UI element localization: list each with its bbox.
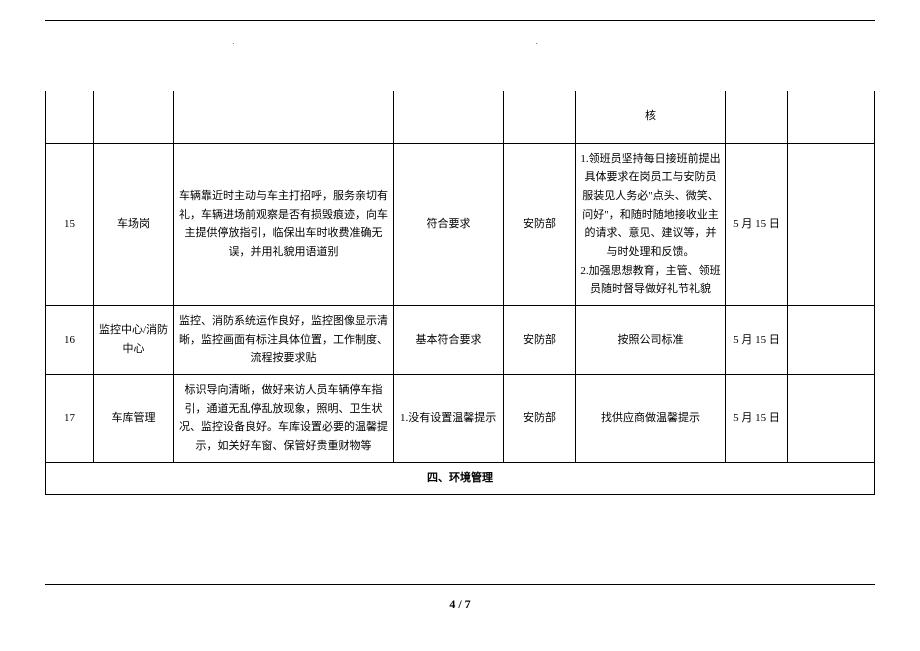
cell-last [788,375,875,463]
cell-date: 5 月 15 日 [726,143,788,306]
header-dots: . . [0,38,920,46]
table-row: 17 车库管理 标识导向清晰，做好来访人员车辆停车指引，通道无乱停乱放现象，照明… [46,375,875,463]
main-table: 核 15 车场岗 车辆靠近时主动与车主打招呼，服务亲切有礼，车辆进场前观察是否有… [45,91,875,495]
frag-cell-3 [174,91,394,143]
page-container: . . 核 15 车场岗 [0,0,920,495]
cell-measure: 找供应商做温馨提示 [576,375,726,463]
cell-last [788,306,875,375]
cell-status: 符合要求 [394,143,504,306]
frag-cell-7 [726,91,788,143]
table-row: 16 监控中心/消防中心 监控、消防系统运作良好，监控图像显示清晰，监控画面有标… [46,306,875,375]
cell-dept: 安防部 [504,375,576,463]
frag-cell-4 [394,91,504,143]
frag-cell-8 [788,91,875,143]
cell-desc: 监控、消防系统运作良好，监控图像显示清晰，监控画面有标注具体位置，工作制度、流程… [174,306,394,375]
footer-rule [45,584,875,585]
table-fragment-row: 核 [46,91,875,143]
cell-measure: 1.领班员坚持每日接班前提出具体要求在岗员工与安防员服装见人务必"点头、微笑、问… [576,143,726,306]
cell-last [788,143,875,306]
cell-item: 车场岗 [94,143,174,306]
section-header-row: 四、环境管理 [46,462,875,494]
frag-cell-2 [94,91,174,143]
cell-status: 1.没有设置温馨提示 [394,375,504,463]
cell-measure: 按照公司标准 [576,306,726,375]
frag-cell-5 [504,91,576,143]
section-header-cell: 四、环境管理 [46,462,875,494]
cell-dept: 安防部 [504,143,576,306]
cell-item: 监控中心/消防中心 [94,306,174,375]
cell-item: 车库管理 [94,375,174,463]
cell-desc: 车辆靠近时主动与车主打招呼，服务亲切有礼，车辆进场前观察是否有损毁痕迹，向车主提… [174,143,394,306]
cell-no: 15 [46,143,94,306]
cell-date: 5 月 15 日 [726,375,788,463]
top-rule [45,20,875,21]
table-row: 15 车场岗 车辆靠近时主动与车主打招呼，服务亲切有礼，车辆进场前观察是否有损毁… [46,143,875,306]
cell-desc: 标识导向清晰，做好来访人员车辆停车指引，通道无乱停乱放现象，照明、卫生状况、监控… [174,375,394,463]
cell-no: 17 [46,375,94,463]
cell-dept: 安防部 [504,306,576,375]
page-number: 4 / 7 [449,597,470,611]
cell-no: 16 [46,306,94,375]
page-footer: 4 / 7 [0,584,920,613]
cell-date: 5 月 15 日 [726,306,788,375]
frag-cell-6: 核 [576,91,726,143]
frag-cell-1 [46,91,94,143]
cell-status: 基本符合要求 [394,306,504,375]
